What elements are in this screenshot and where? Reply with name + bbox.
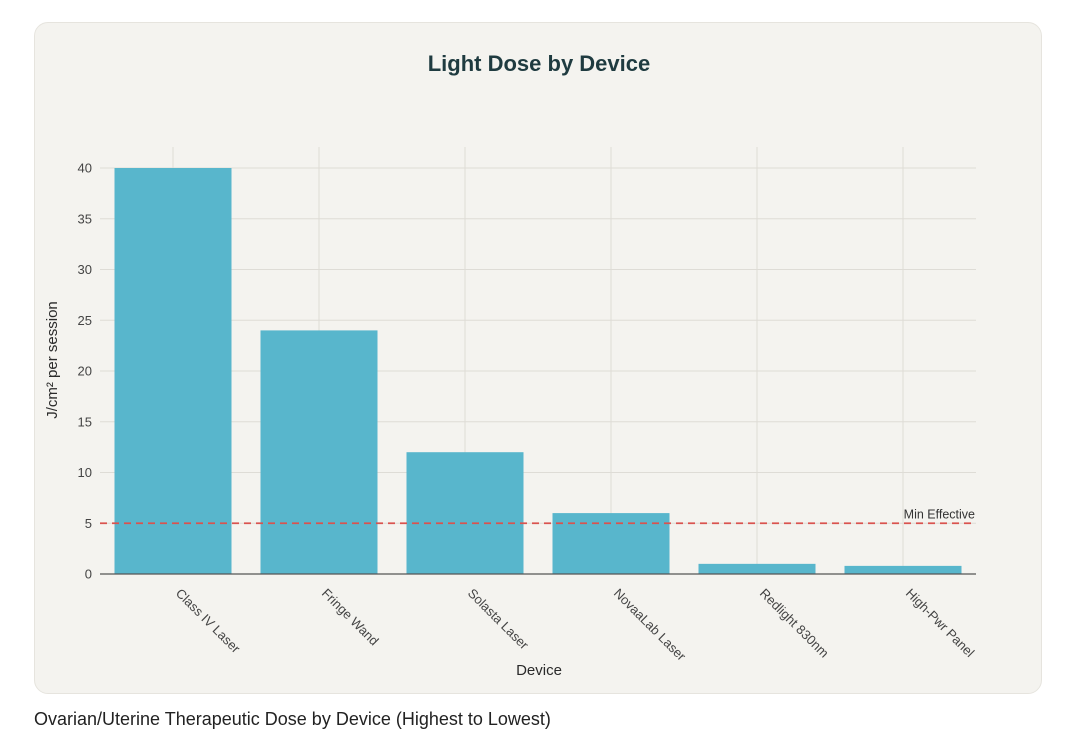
y-tick-label: 10 [78,465,92,480]
y-tick-label: 15 [78,414,92,429]
bar-novaalab-laser [552,513,670,574]
bar-fringe-wand [260,330,378,574]
x-tick-label: Fringe Wand [319,586,382,649]
y-tick-label: 5 [85,516,92,531]
figure-caption: Ovarian/Uterine Therapeutic Dose by Devi… [34,709,551,729]
reference-line-group: Min Effective [100,507,976,525]
bars [114,168,962,574]
x-tick-label: Class IV Laser [173,586,244,657]
y-axis-label: J/cm² per session [44,301,61,419]
y-tick-label: 0 [85,567,92,582]
y-tick-label: 35 [78,211,92,226]
y-tick-label: 40 [78,161,92,176]
y-tick-label: 25 [78,313,92,328]
y-tick-label: 30 [78,262,92,277]
bar-class-iv-laser [114,168,232,574]
chart-title: Light Dose by Device [428,51,651,76]
bar-high-pwr-panel [844,565,962,574]
x-tick-label: NovaaLab Laser [611,586,690,665]
min-effective-label: Min Effective [904,507,975,521]
x-tick-label: Solasta Laser [465,586,532,653]
bar-chart: Min Effective 0 5 10 15 20 25 30 35 40 Class IV L… [44,51,978,679]
x-tick-label: Redlight 830nm [757,586,832,661]
x-axis-label: Device [516,662,562,679]
y-tick-label: 20 [78,364,92,379]
bar-redlight-830nm [698,563,816,574]
x-tick-label: High-Pwr Panel [903,586,978,661]
bar-solasta-laser [406,452,524,574]
